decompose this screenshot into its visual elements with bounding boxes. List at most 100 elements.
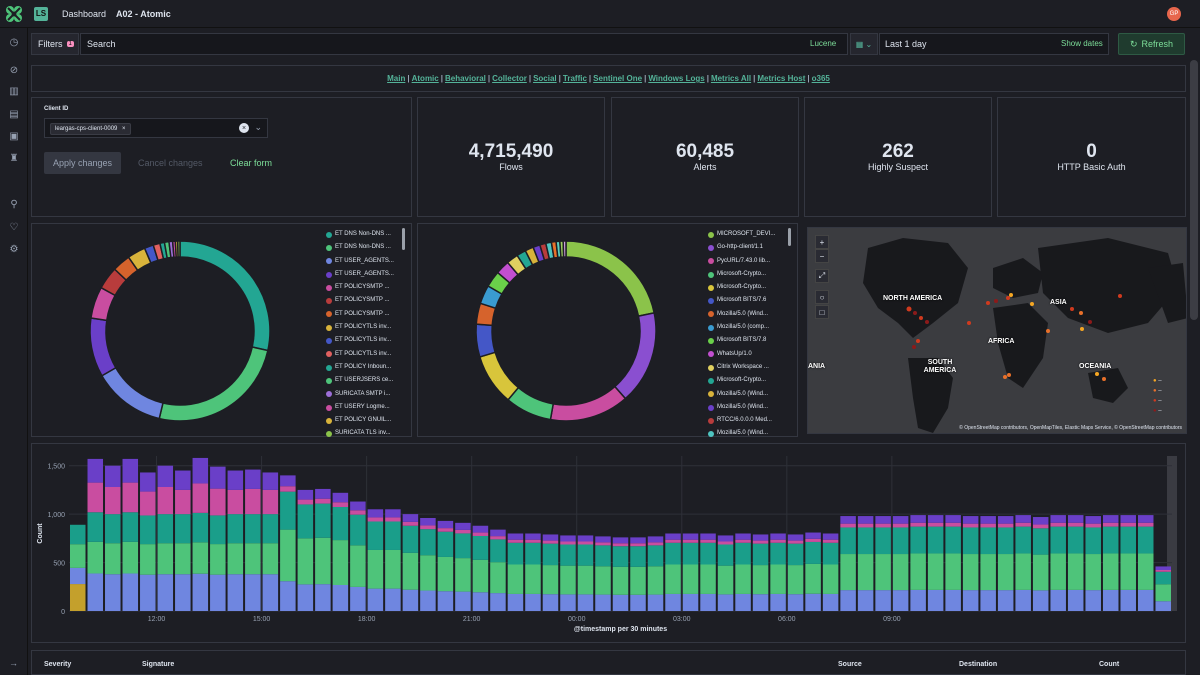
alerts-histogram[interactable]: 0 500 1,000 1,500 12:00 15:00 18:00 21:00 00:00 0… (32, 444, 1187, 644)
legend-item[interactable]: Microsoft BITS/7.6 (708, 294, 775, 307)
legend-item[interactable]: ET POLICYTLS inv... (326, 321, 394, 334)
client-id-chip[interactable]: leargas-cps-client-0009 × (50, 123, 131, 135)
legend-item[interactable]: PycURL/7.43.0 lib... (708, 255, 775, 268)
legend-item[interactable]: ET DNS Non-DNS ... (326, 228, 394, 241)
app-logo-icon[interactable] (0, 0, 28, 28)
search-input[interactable]: Search (80, 33, 848, 55)
space-badge[interactable]: LS (34, 6, 48, 21)
briefcase-icon[interactable]: ▣ (9, 130, 19, 142)
client-id-combobox[interactable]: leargas-cps-client-0009 × × ⌄ (44, 118, 268, 138)
legend-item[interactable]: Microsoft BITS/7.8 (708, 334, 775, 347)
heart-icon[interactable]: ♡ (9, 221, 19, 233)
nav-link-collector[interactable]: Collector (492, 74, 527, 83)
column-source[interactable]: Source (838, 661, 862, 668)
gear-icon[interactable]: ⚙ (9, 243, 19, 255)
legend-item[interactable]: ET USER_AGENTS... (326, 255, 394, 268)
donut-slice[interactable] (562, 240, 567, 258)
clear-form-button[interactable]: Clear form (230, 158, 273, 168)
zoom-in-icon[interactable]: + (815, 235, 829, 249)
legend-item[interactable]: Microsoft-Crypto... (708, 281, 775, 294)
legend-item[interactable]: ET POLICYTLS inv... (326, 334, 394, 347)
column-destination[interactable]: Destination (959, 661, 998, 668)
nav-link-sentinel-one[interactable]: Sentinel One (593, 74, 643, 83)
wrench-icon[interactable]: ⚲ (10, 198, 18, 210)
donut-slice[interactable] (565, 240, 656, 317)
donut-slice[interactable] (613, 312, 657, 400)
legend-item[interactable]: Mozilla/5.0 (comp... (708, 321, 775, 334)
donut-slice[interactable] (549, 385, 627, 422)
legend-item[interactable]: Mozilla/5.0 (Wind... (708, 308, 775, 321)
page-scrollbar[interactable] (1190, 60, 1198, 320)
legend-item[interactable]: SURICATA SMTP i... (326, 388, 394, 401)
refresh-button[interactable]: ↻ Refresh (1118, 33, 1185, 55)
compass-icon[interactable]: ⊘ (9, 64, 19, 76)
legend-item[interactable]: ET POLICYSMTP ... (326, 281, 394, 294)
show-dates-link[interactable]: Show dates (1061, 39, 1103, 48)
legend-item[interactable]: Mozilla/5.0 (Wind... (708, 388, 775, 401)
donut-slice[interactable] (179, 240, 271, 352)
nav-link-atomic[interactable]: Atomic (411, 74, 439, 83)
cancel-changes-button[interactable]: Cancel changes (138, 158, 203, 168)
legend-item[interactable]: Microsoft-Crypto... (708, 374, 775, 387)
nav-link-behavioral[interactable]: Behavioral (444, 74, 486, 83)
legend-scrollbar[interactable] (788, 228, 791, 246)
nav-link-traffic[interactable]: Traffic (562, 74, 587, 83)
donut-slice[interactable] (475, 323, 497, 358)
donut-slice[interactable] (100, 366, 164, 420)
nav-link-windows-logs[interactable]: Windows Logs (648, 74, 705, 83)
column-count[interactable]: Count (1099, 661, 1120, 668)
legend-item[interactable]: ET USERJSERS ce... (326, 374, 394, 387)
nav-link-metrics-host[interactable]: Metrics Host (757, 74, 806, 83)
query-language-toggle[interactable]: Lucene (810, 39, 837, 48)
close-icon[interactable]: × (122, 126, 126, 132)
donut-slice[interactable] (89, 317, 117, 377)
donut-slice[interactable] (176, 240, 181, 258)
legend-item[interactable]: WhatsUp/1.0 (708, 348, 775, 361)
nav-link-metrics-all[interactable]: Metrics All (710, 74, 752, 83)
legend-item[interactable]: Go-http-client/1.1 (708, 241, 775, 254)
user-agent-donut-chart[interactable] (418, 224, 708, 438)
signature-donut-chart[interactable] (32, 224, 322, 438)
nav-link-main[interactable]: Main (387, 74, 406, 83)
legend-item[interactable]: ET POLICY GNUIL... (326, 414, 394, 427)
legend-scrollbar[interactable] (402, 228, 405, 250)
donut-slice[interactable] (158, 346, 269, 422)
chevron-down-icon[interactable]: ⌄ (254, 122, 262, 132)
map-attribution[interactable]: © OpenStreetMap contributors, OpenMapTil… (959, 425, 1182, 431)
legend-item[interactable]: Mozilla/5.0 (Wind... (708, 427, 775, 440)
legend-item[interactable]: ET USER_AGENTS... (326, 268, 394, 281)
dashboard-icon[interactable]: ▤ (9, 108, 19, 120)
legend-item[interactable]: Microsoft-Crypto... (708, 268, 775, 281)
donut-slice[interactable] (478, 351, 520, 401)
legend-item[interactable]: ET DNS Non-DNS ... (326, 241, 394, 254)
bar-chart-icon[interactable]: ▥ (9, 85, 19, 97)
legend-item[interactable]: ET USERY Logme... (326, 401, 394, 414)
avatar[interactable]: GP (1167, 7, 1181, 21)
legend-item[interactable]: ET POLICYSMTP ... (326, 294, 394, 307)
legend-item[interactable]: ET POLICY Inboun... (326, 361, 394, 374)
fit-bounds-icon[interactable]: ⤢ (815, 269, 829, 283)
legend-item[interactable]: MICROSOFT_DEVI... (708, 228, 775, 241)
filters-button[interactable]: Filters 1 (31, 33, 79, 55)
column-severity[interactable]: Severity (44, 661, 72, 668)
legend-item[interactable]: RTCC/6.0.0.0 Med... (708, 414, 775, 427)
nav-link-o365[interactable]: o365 (811, 74, 830, 83)
breadcrumb-dashboard[interactable]: Dashboard (62, 8, 107, 19)
draw-bounds-icon[interactable]: □ (815, 305, 829, 319)
column-signature[interactable]: Signature (142, 661, 175, 668)
collapse-nav-icon[interactable]: → (9, 658, 18, 668)
zoom-out-icon[interactable]: − (815, 249, 829, 263)
legend-item[interactable]: ET POLICYTLS inv... (326, 348, 394, 361)
date-range-field[interactable]: Last 1 day (879, 33, 1109, 55)
clock-icon[interactable]: ◷ (9, 36, 19, 48)
legend-item[interactable]: Citrix Workspace ... (708, 361, 775, 374)
legend-item[interactable]: Mozilla/5.0 (Wind... (708, 401, 775, 414)
legend-item[interactable]: ET POLICYSMTP ... (326, 308, 394, 321)
draw-shape-icon[interactable]: ○ (815, 290, 829, 304)
calendar-icon[interactable]: ▦ ⌄ (850, 33, 878, 55)
nav-link-social[interactable]: Social (533, 74, 557, 83)
apply-changes-button[interactable]: Apply changes (44, 152, 121, 174)
clear-icon[interactable]: × (239, 123, 249, 133)
legend-item[interactable]: SURICATA TLS inv... (326, 427, 394, 440)
world-map[interactable]: + − ⤢ ○ □ NORTH AMERICA ASIA AFRICA SOUT… (807, 227, 1187, 434)
